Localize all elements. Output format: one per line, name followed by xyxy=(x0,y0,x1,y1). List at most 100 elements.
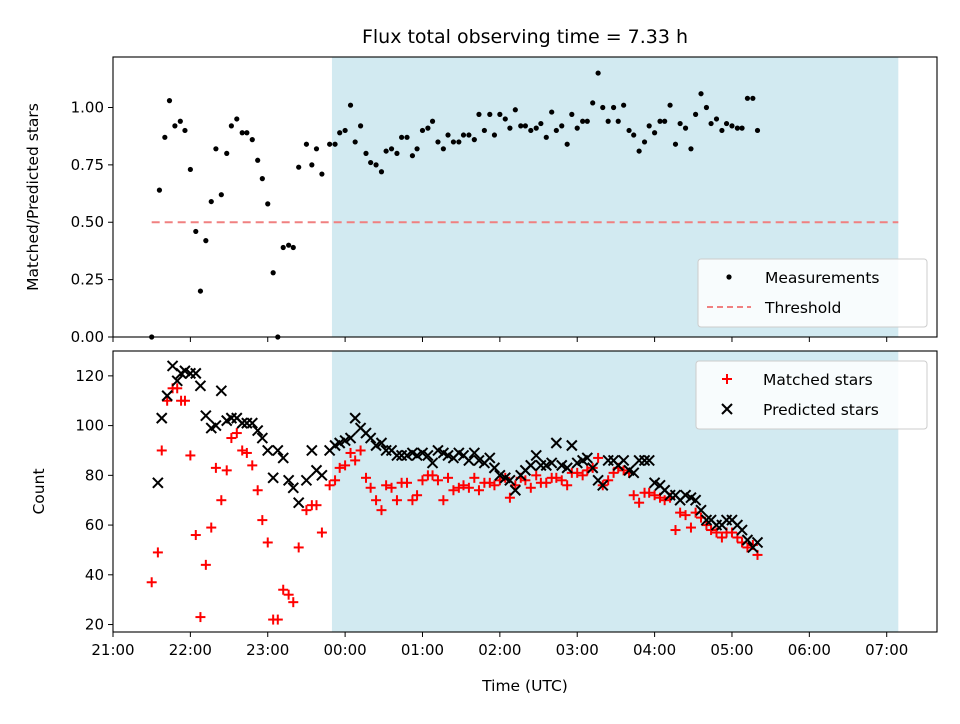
cross-stroke xyxy=(473,454,485,467)
cross-stroke xyxy=(648,477,661,489)
measurement-point xyxy=(213,146,219,152)
measurement-point xyxy=(450,139,457,145)
predicted-point xyxy=(751,536,764,549)
predicted-point xyxy=(256,432,269,444)
cross-stroke xyxy=(679,489,692,501)
measurement-point xyxy=(553,127,559,134)
measurement-point xyxy=(734,125,740,131)
measurement-point xyxy=(693,111,699,117)
x-tick-label: 04:00 xyxy=(633,641,676,659)
measurement-point xyxy=(404,134,410,140)
predicted-point xyxy=(161,390,173,402)
measurement-point xyxy=(667,102,673,108)
bottom-panel: 20 40 60 80 100 120 21:00 22:00 23:00 00:00 01:00… xyxy=(30,350,938,659)
cross-stroke xyxy=(310,464,323,477)
predicted-point xyxy=(643,454,655,467)
matched-point xyxy=(152,547,163,558)
predicted-point xyxy=(617,454,630,467)
matched-point xyxy=(195,612,206,623)
measurement-point xyxy=(497,111,503,117)
measurement-point xyxy=(373,162,379,168)
measurement-point xyxy=(460,132,467,138)
cross-stroke xyxy=(287,482,299,494)
x-tick-label: 22:00 xyxy=(169,641,212,659)
cross-stroke xyxy=(231,412,243,424)
matched-point xyxy=(376,505,387,516)
matched-point xyxy=(489,480,500,491)
cross-stroke xyxy=(623,464,635,477)
cross-stroke xyxy=(741,534,754,546)
predicted-point xyxy=(545,457,558,469)
matched-point xyxy=(278,584,289,595)
cross-stroke xyxy=(437,447,450,459)
top-plot-frame xyxy=(112,56,938,338)
x-tick-label: 02:00 xyxy=(478,641,521,659)
predicted-point xyxy=(504,474,516,487)
matched-point xyxy=(644,487,655,498)
matched-point xyxy=(355,445,366,456)
matched-point xyxy=(316,527,327,538)
cross-stroke xyxy=(190,367,202,380)
cross-stroke xyxy=(316,469,328,482)
measurement-point xyxy=(414,146,420,152)
cross-stroke xyxy=(416,447,429,459)
legend-matched-label: Matched stars xyxy=(763,371,873,389)
cross-stroke xyxy=(556,459,568,472)
cross-stroke xyxy=(751,536,764,549)
matched-point xyxy=(200,559,211,570)
matched-point xyxy=(365,482,376,493)
predicted-point xyxy=(156,412,168,424)
matched-point xyxy=(427,470,438,481)
cross-stroke xyxy=(463,454,475,467)
predicted-point xyxy=(484,452,496,464)
cross-stroke xyxy=(171,375,183,387)
cross-stroke xyxy=(251,424,264,437)
matched-point xyxy=(510,480,521,491)
cross-stroke xyxy=(292,496,305,509)
measurement-point xyxy=(445,132,451,138)
measurement-point xyxy=(688,146,694,152)
x-tick-label: 21:00 xyxy=(91,641,134,659)
predicted-point xyxy=(272,444,284,457)
matched-point xyxy=(716,532,727,543)
matched-point xyxy=(350,455,361,466)
cross-stroke xyxy=(432,444,444,457)
bottom-y-tick-label: 40 xyxy=(85,566,104,584)
predicted-point xyxy=(292,496,305,509)
matched-point xyxy=(190,530,201,541)
predicted-point xyxy=(488,462,501,474)
cross-stroke xyxy=(453,447,465,459)
cross-stroke xyxy=(267,472,279,484)
predicted-point xyxy=(344,432,357,444)
cross-stroke xyxy=(385,444,398,457)
measurement-point xyxy=(584,118,590,124)
legend-cross-glyph xyxy=(721,403,733,415)
measurement-point xyxy=(224,150,230,156)
measurement-point xyxy=(651,130,658,136)
predicted-point xyxy=(422,449,434,462)
cross-stroke xyxy=(200,409,212,422)
bottom-plot-frame xyxy=(112,350,938,633)
matched-point xyxy=(458,480,469,491)
cross-stroke xyxy=(638,454,651,467)
measurement-point xyxy=(487,111,493,117)
cross-stroke xyxy=(550,437,563,449)
measurement-point xyxy=(172,123,178,129)
measurement-point xyxy=(703,104,710,111)
cross-stroke xyxy=(705,514,717,526)
cross-stroke xyxy=(354,422,367,434)
measurement-point xyxy=(296,164,302,170)
legend-plus-glyph xyxy=(722,374,732,384)
measurement-point xyxy=(538,120,544,127)
cross-stroke xyxy=(561,462,573,474)
measurement-point xyxy=(672,141,679,147)
bottom-y-tick-label: 80 xyxy=(85,466,104,484)
measurement-point xyxy=(162,134,168,140)
matched-point xyxy=(556,475,567,486)
matched-point xyxy=(685,522,696,533)
predicted-point xyxy=(627,467,640,479)
top-y-tick-label: 0.00 xyxy=(71,328,104,346)
matched-point xyxy=(706,525,717,536)
measurement-point xyxy=(522,123,528,129)
cross-stroke xyxy=(581,452,593,464)
